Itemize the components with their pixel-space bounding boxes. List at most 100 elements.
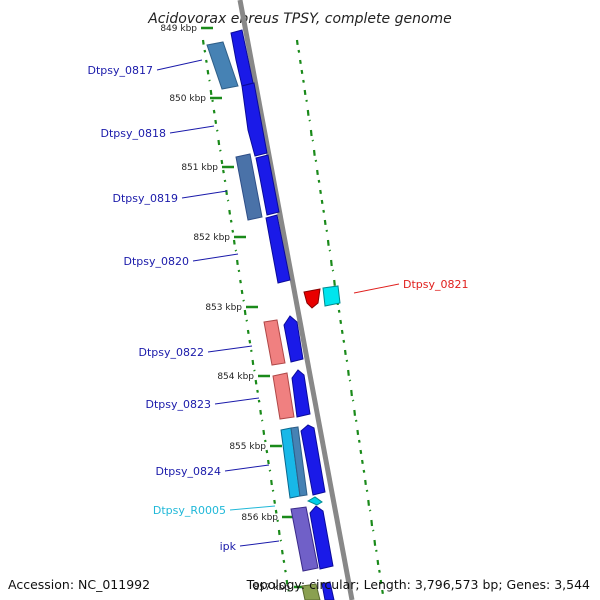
gc-tick xyxy=(350,389,353,397)
gc-tick xyxy=(381,589,384,594)
gc-tick xyxy=(303,89,307,96)
gc-tick xyxy=(361,459,364,464)
gene-label-dtpsy-0818[interactable]: Dtpsy_0818 xyxy=(100,127,166,140)
gc-tick xyxy=(201,39,205,45)
gc-tick xyxy=(265,449,269,454)
gc-tick xyxy=(306,109,310,116)
gene-label-dtpsy-0822[interactable]: Dtpsy_0822 xyxy=(138,346,204,359)
gene-dtpsy-0820-forward[interactable] xyxy=(265,214,291,284)
gc-tick xyxy=(277,529,281,536)
tick-label: 857 kbp xyxy=(253,583,290,593)
gc-tick xyxy=(370,519,374,527)
trna-dtpsy-0821-adjacent[interactable] xyxy=(322,285,341,307)
gene-ipk-reverse[interactable] xyxy=(290,506,319,572)
gene-labels: Dtpsy_0817 Dtpsy_0818 Dtpsy_0819 Dtpsy_0820… xyxy=(87,59,469,553)
gc-tick xyxy=(287,589,290,592)
tick-label: 856 kbp xyxy=(241,513,278,523)
gc-tick xyxy=(215,129,219,132)
gc-tick xyxy=(205,59,208,63)
gene-label-dtpsy-0821[interactable]: Dtpsy_0821 xyxy=(403,278,469,291)
gc-tick xyxy=(212,109,216,114)
gc-tick xyxy=(320,199,324,204)
gene-label-dtpsy-0824[interactable]: Dtpsy_0824 xyxy=(155,465,221,478)
gc-tick xyxy=(279,539,283,542)
tick-label: 850 kbp xyxy=(169,94,206,104)
gc-tick xyxy=(256,389,259,393)
gc-tick xyxy=(250,349,253,353)
gene-label-dtpsy-0823[interactable]: Dtpsy_0823 xyxy=(145,398,211,411)
gc-tick xyxy=(325,229,329,233)
gene-dtpsy-0824-forward[interactable] xyxy=(300,424,326,496)
gc-tick xyxy=(367,499,370,506)
gc-tick xyxy=(276,519,280,523)
gc-tick xyxy=(209,89,213,96)
gc-tick xyxy=(378,569,381,573)
gene-next-forward[interactable] xyxy=(321,581,335,600)
gc-tick xyxy=(254,379,258,385)
gc-tick xyxy=(331,269,335,272)
gc-tick xyxy=(234,249,238,252)
gc-tick xyxy=(353,409,357,416)
gene-dtpsy-0821[interactable] xyxy=(303,288,321,309)
gene-label-dtpsy-0820[interactable]: Dtpsy_0820 xyxy=(123,255,189,268)
gc-tick xyxy=(222,169,225,174)
gc-tick xyxy=(223,179,227,183)
gc-tick xyxy=(257,399,261,403)
gc-tick xyxy=(368,509,372,512)
gene-label-dtpsy-0817[interactable]: Dtpsy_0817 xyxy=(87,64,153,77)
gc-tick xyxy=(243,309,247,316)
gc-tick xyxy=(231,229,235,233)
gc-tick xyxy=(343,349,347,356)
gc-tick xyxy=(300,69,304,74)
gc-tick xyxy=(226,199,230,202)
gc-skew-track-right xyxy=(295,39,384,594)
gc-tick xyxy=(354,419,358,423)
gene-dtpsy-0817-reverse[interactable] xyxy=(206,41,239,90)
accession-label: Accession: NC_011992 xyxy=(8,577,151,592)
tick-label: 855 kbp xyxy=(229,442,266,452)
gc-tick xyxy=(280,549,284,555)
gc-tick xyxy=(253,369,256,372)
gc-tick xyxy=(297,49,301,53)
leader-line-dtpsy-0822 xyxy=(207,345,253,353)
gc-tick xyxy=(217,139,221,146)
gene-dtpsy-0818-forward[interactable] xyxy=(241,82,268,157)
gc-tick xyxy=(228,209,232,215)
leader-line-dtpsy-0820 xyxy=(192,253,239,262)
gene-label-dtpsy-r0005[interactable]: Dtpsy_R0005 xyxy=(153,504,226,517)
rna-dtpsy-r0005[interactable] xyxy=(306,496,323,506)
gc-tick xyxy=(342,339,346,343)
genome-backbone xyxy=(237,0,355,600)
gc-tick xyxy=(259,409,263,415)
gc-tick xyxy=(237,269,241,273)
tick-label: 853 kbp xyxy=(205,303,242,313)
gc-tick xyxy=(302,79,305,83)
leader-line-dtpsy-0824 xyxy=(224,464,270,472)
gc-tick xyxy=(251,359,255,366)
leader-line-dtpsy-0817 xyxy=(156,59,203,71)
gc-tick xyxy=(379,579,383,584)
gene-dtpsy-0823-forward[interactable] xyxy=(291,369,311,418)
tick-label: 849 kbp xyxy=(160,24,197,34)
gc-tick xyxy=(206,69,210,75)
gene-label-ipk[interactable]: ipk xyxy=(220,540,237,553)
gene-dtpsy-0823-reverse[interactable] xyxy=(272,372,295,420)
gc-tick xyxy=(364,479,367,486)
gc-tick xyxy=(371,529,375,532)
gene-dtpsy-0822-reverse[interactable] xyxy=(263,319,286,366)
gc-tick xyxy=(328,249,332,252)
position-ticks: 849 kbp 850 kbp 851 kbp 852 kbp 853 kbp 854 k… xyxy=(160,24,306,593)
gene-dtpsy-0819-reverse[interactable] xyxy=(235,153,263,221)
gc-tick xyxy=(317,179,321,183)
gene-dtpsy-0822-forward[interactable] xyxy=(283,315,304,363)
gene-dtpsy-0819-forward[interactable] xyxy=(255,154,280,216)
gc-tick xyxy=(311,139,315,142)
tick-label: 852 kbp xyxy=(193,233,230,243)
gene-next-olive[interactable] xyxy=(301,583,321,600)
gc-tick xyxy=(299,59,302,64)
gene-label-dtpsy-0819[interactable]: Dtpsy_0819 xyxy=(112,192,178,205)
gc-tick xyxy=(214,119,218,124)
gene-dtpsy-0824-reverse[interactable] xyxy=(290,426,308,497)
gc-tick xyxy=(208,79,211,82)
gene-ipk-forward[interactable] xyxy=(309,505,334,570)
